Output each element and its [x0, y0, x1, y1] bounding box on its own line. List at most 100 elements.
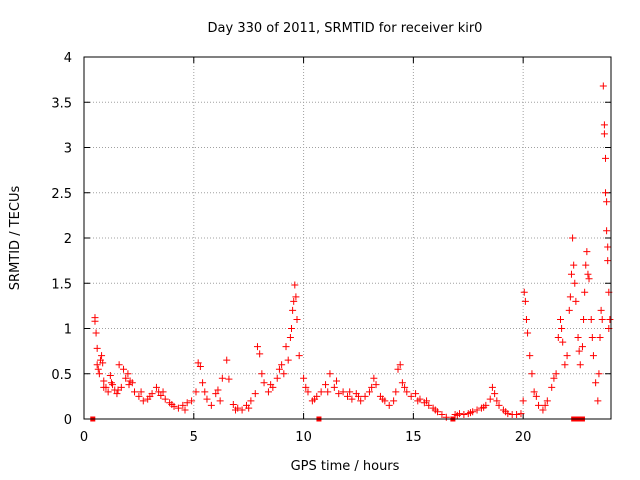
data-point [571, 279, 579, 287]
data-point [214, 386, 222, 394]
data-point [495, 401, 503, 409]
data-point [565, 306, 573, 314]
data-point [493, 397, 501, 405]
data-point [403, 388, 411, 396]
y-tick-label: 1 [64, 323, 72, 338]
data-point [580, 315, 588, 323]
data-point [120, 365, 128, 373]
y-tick-label: 0 [64, 413, 72, 428]
data-point [567, 270, 575, 278]
data-point [606, 315, 614, 323]
data-point [326, 370, 334, 378]
data-point [284, 356, 292, 364]
x-tick-label: 10 [295, 430, 312, 445]
data-point [361, 392, 369, 400]
data-point [99, 359, 107, 367]
data-point [524, 329, 532, 337]
y-tick-label: 1.5 [51, 277, 72, 292]
data-point [414, 397, 422, 405]
data-point [135, 392, 143, 400]
data-point [589, 352, 597, 360]
x-tick-label: 0 [80, 430, 88, 445]
data-point [267, 381, 275, 389]
data-point [412, 390, 420, 398]
data-point [131, 388, 139, 396]
data-point [223, 356, 231, 364]
data-point [139, 397, 147, 405]
data-point [324, 388, 332, 396]
data-point [466, 409, 474, 417]
data-point [290, 297, 298, 305]
data-point [442, 413, 450, 421]
data-point [532, 392, 540, 400]
data-point [238, 406, 246, 414]
data-point [107, 379, 115, 387]
data-point [390, 397, 398, 405]
data-point [563, 352, 571, 360]
y-tick-label: 3 [64, 142, 72, 157]
data-point [407, 392, 415, 400]
data-point [473, 406, 481, 414]
data-point [128, 379, 136, 387]
data-point [125, 381, 133, 389]
data-point [188, 397, 196, 405]
data-point [570, 261, 578, 269]
data-point [98, 352, 106, 360]
data-point [597, 306, 605, 314]
data-point [229, 401, 237, 409]
data-point [543, 397, 551, 405]
data-point [275, 365, 283, 373]
data-point [559, 338, 567, 346]
data-point [556, 315, 564, 323]
data-point [146, 392, 154, 400]
y-tick-label: 3.5 [51, 96, 72, 111]
data-point [528, 370, 536, 378]
data-point [251, 390, 259, 398]
data-point [588, 334, 596, 342]
data-point [203, 395, 211, 403]
data-point [554, 334, 562, 342]
data-point [288, 325, 296, 332]
data-point [194, 359, 202, 367]
data-point [520, 288, 528, 296]
y-tick-label: 0.5 [51, 368, 72, 383]
data-point [225, 375, 233, 383]
data-point [100, 383, 108, 391]
data-point [161, 395, 169, 403]
data-point [398, 379, 406, 387]
data-point [168, 401, 176, 409]
data-point [425, 401, 433, 409]
data-point [423, 397, 431, 405]
data-point [370, 374, 378, 382]
data-point [587, 315, 595, 323]
data-point [344, 392, 351, 400]
data-point [602, 189, 610, 197]
data-point [486, 395, 494, 403]
data-point [245, 404, 253, 412]
x-axis-label: GPS time / hours [291, 459, 400, 474]
x-tick-label: 20 [515, 430, 532, 445]
data-point [304, 388, 312, 396]
data-point [599, 82, 607, 90]
data-point [94, 365, 102, 373]
data-point [581, 288, 589, 296]
data-point [260, 379, 268, 387]
data-point [95, 370, 103, 378]
data-point [552, 370, 560, 378]
data-point [600, 121, 608, 129]
data-point [258, 370, 266, 378]
data-point [100, 377, 108, 385]
data-point [152, 383, 160, 391]
data-point [603, 198, 611, 206]
data-point [212, 390, 220, 398]
data-point [488, 383, 496, 391]
data-point [293, 315, 301, 323]
data-point [113, 390, 121, 398]
data-point [114, 386, 122, 394]
data-point [181, 406, 189, 414]
data-point [491, 390, 499, 398]
data-point [566, 293, 574, 301]
data-point [561, 361, 569, 369]
data-point [604, 257, 612, 265]
data-point [201, 388, 209, 396]
